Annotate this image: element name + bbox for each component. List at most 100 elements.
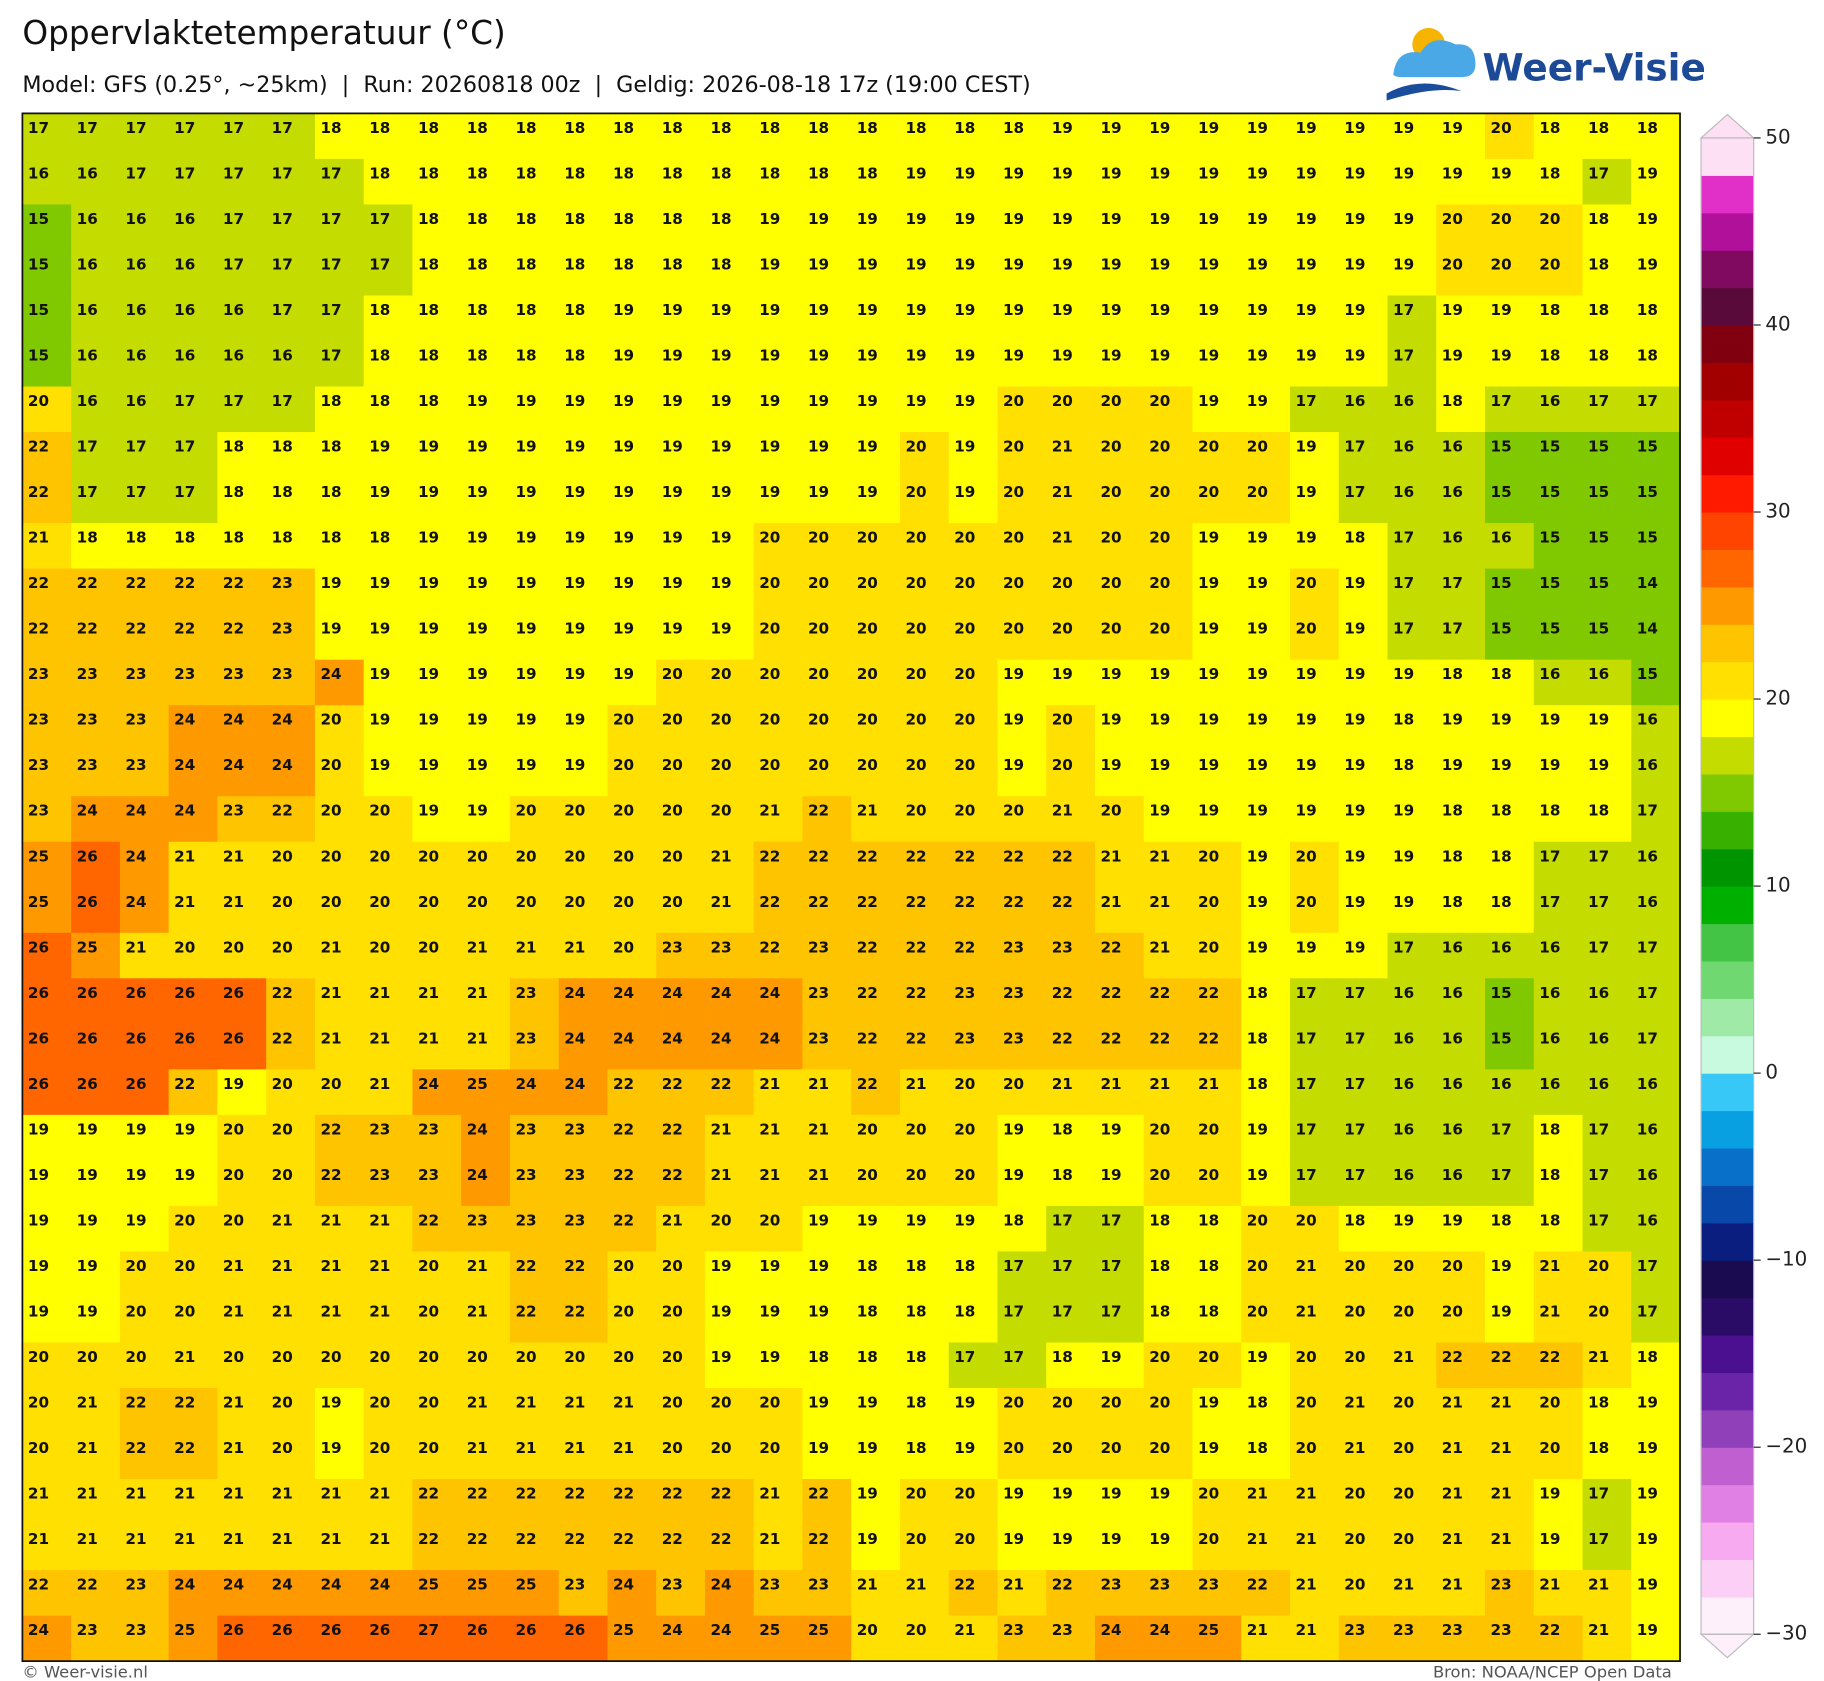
temperature-label: 19 <box>1247 802 1268 820</box>
temperature-label: 21 <box>223 1394 244 1412</box>
temperature-label: 20 <box>613 1302 634 1320</box>
temperature-label: 19 <box>467 483 488 501</box>
temperature-cell <box>1436 204 1486 251</box>
temperature-label: 20 <box>954 756 975 774</box>
temperature-label: 22 <box>320 1120 341 1138</box>
temperature-label: 20 <box>223 1120 244 1138</box>
temperature-label: 18 <box>564 164 585 182</box>
temperature-label: 19 <box>1149 164 1170 182</box>
colorbar-segment <box>1701 848 1754 887</box>
temperature-cell <box>266 841 316 888</box>
temperature-cell <box>1338 113 1389 160</box>
temperature-label: 21 <box>1149 893 1170 911</box>
temperature-label: 21 <box>759 1075 780 1093</box>
temperature-label: 21 <box>759 1120 780 1138</box>
temperature-label: 24 <box>272 711 293 729</box>
temperature-cell <box>899 796 950 843</box>
temperature-label: 19 <box>857 1211 878 1229</box>
temperature-label: 19 <box>613 347 634 365</box>
temperature-label: 20 <box>662 711 683 729</box>
temperature-label: 20 <box>1100 1439 1121 1457</box>
temperature-cell <box>948 249 999 297</box>
temperature-label: 21 <box>1149 938 1170 956</box>
temperature-label: 18 <box>1539 347 1560 365</box>
temperature-cell <box>558 705 609 752</box>
temperature-cell <box>558 841 609 888</box>
temperature-label: 23 <box>1442 1621 1463 1639</box>
temperature-cell <box>266 204 316 251</box>
temperature-label: 22 <box>759 847 780 865</box>
temperature-label: 20 <box>613 893 634 911</box>
temperature-label: 20 <box>954 1075 975 1093</box>
temperature-label: 24 <box>125 893 146 911</box>
temperature-cell <box>1436 614 1486 661</box>
temperature-cell <box>314 249 365 297</box>
temperature-label: 23 <box>1052 1621 1073 1639</box>
temperature-label: 20 <box>1393 1530 1414 1548</box>
temperature-label: 19 <box>125 1120 146 1138</box>
temperature-cell <box>461 295 511 342</box>
temperature-label: 20 <box>857 1621 878 1639</box>
temperature-cell <box>704 340 755 388</box>
temperature-label: 19 <box>1100 301 1121 319</box>
temperature-cell <box>509 887 560 934</box>
temperature-cell <box>753 887 804 934</box>
colorbar-segment <box>1701 1222 1754 1261</box>
temperature-cell <box>119 841 170 888</box>
temperature-cell <box>217 750 267 797</box>
temperature-label: 16 <box>1588 1029 1609 1047</box>
temperature-label: 18 <box>954 1257 975 1275</box>
temperature-label: 23 <box>28 756 49 774</box>
temperature-cell <box>1241 659 1291 706</box>
temperature-label: 18 <box>515 164 536 182</box>
temperature-label: 24 <box>272 756 293 774</box>
temperature-cell <box>266 750 316 797</box>
temperature-cell <box>1143 750 1194 797</box>
temperature-label: 20 <box>1247 438 1268 456</box>
colorbar-segment <box>1701 1334 1754 1373</box>
temperature-label: 17 <box>1588 847 1609 865</box>
temperature-cell <box>461 432 511 479</box>
temperature-label: 22 <box>28 483 49 501</box>
temperature-label: 19 <box>1198 529 1219 547</box>
temperature-label: 19 <box>759 347 780 365</box>
temperature-label: 22 <box>954 893 975 911</box>
temperature-cell <box>1485 340 1535 388</box>
temperature-cell <box>558 659 609 706</box>
temperature-cell <box>656 614 706 661</box>
temperature-cell <box>1582 295 1632 342</box>
temperature-cell <box>363 796 414 843</box>
temperature-cell <box>802 841 852 888</box>
temperature-label: 20 <box>320 711 341 729</box>
colorbar-bottom-arrow <box>1699 1633 1756 1659</box>
temperature-label: 21 <box>272 1257 293 1275</box>
temperature-label: 19 <box>320 574 341 592</box>
temperature-label: 21 <box>174 1530 195 1548</box>
temperature-label: 17 <box>954 1348 975 1366</box>
temperature-label: 21 <box>1296 1257 1317 1275</box>
temperature-label: 24 <box>174 756 195 774</box>
temperature-cell <box>1289 432 1340 479</box>
colorbar-segment <box>1701 1110 1754 1149</box>
temperature-cell <box>704 295 755 342</box>
temperature-cell <box>1046 659 1096 706</box>
temperature-cell <box>363 614 414 661</box>
temperature-label: 21 <box>1296 1485 1317 1503</box>
temperature-cell <box>168 659 219 706</box>
temperature-label: 21 <box>1393 1348 1414 1366</box>
temperature-cell <box>1094 932 1145 979</box>
temperature-label: 21 <box>710 1166 731 1184</box>
temperature-cell <box>1046 204 1096 251</box>
temperature-label: 18 <box>174 529 195 547</box>
temperature-label: 20 <box>418 1348 439 1366</box>
temperature-cell <box>1046 295 1096 342</box>
temperature-cell <box>1143 932 1194 979</box>
temperature-label: 20 <box>1052 756 1073 774</box>
temperature-label: 18 <box>905 1348 926 1366</box>
temperature-cell <box>217 477 267 524</box>
temperature-label: 16 <box>1442 1075 1463 1093</box>
temperature-cell <box>997 932 1047 979</box>
temperature-label: 24 <box>77 802 98 820</box>
temperature-label: 19 <box>1198 164 1219 182</box>
temperature-label: 21 <box>1588 1576 1609 1594</box>
